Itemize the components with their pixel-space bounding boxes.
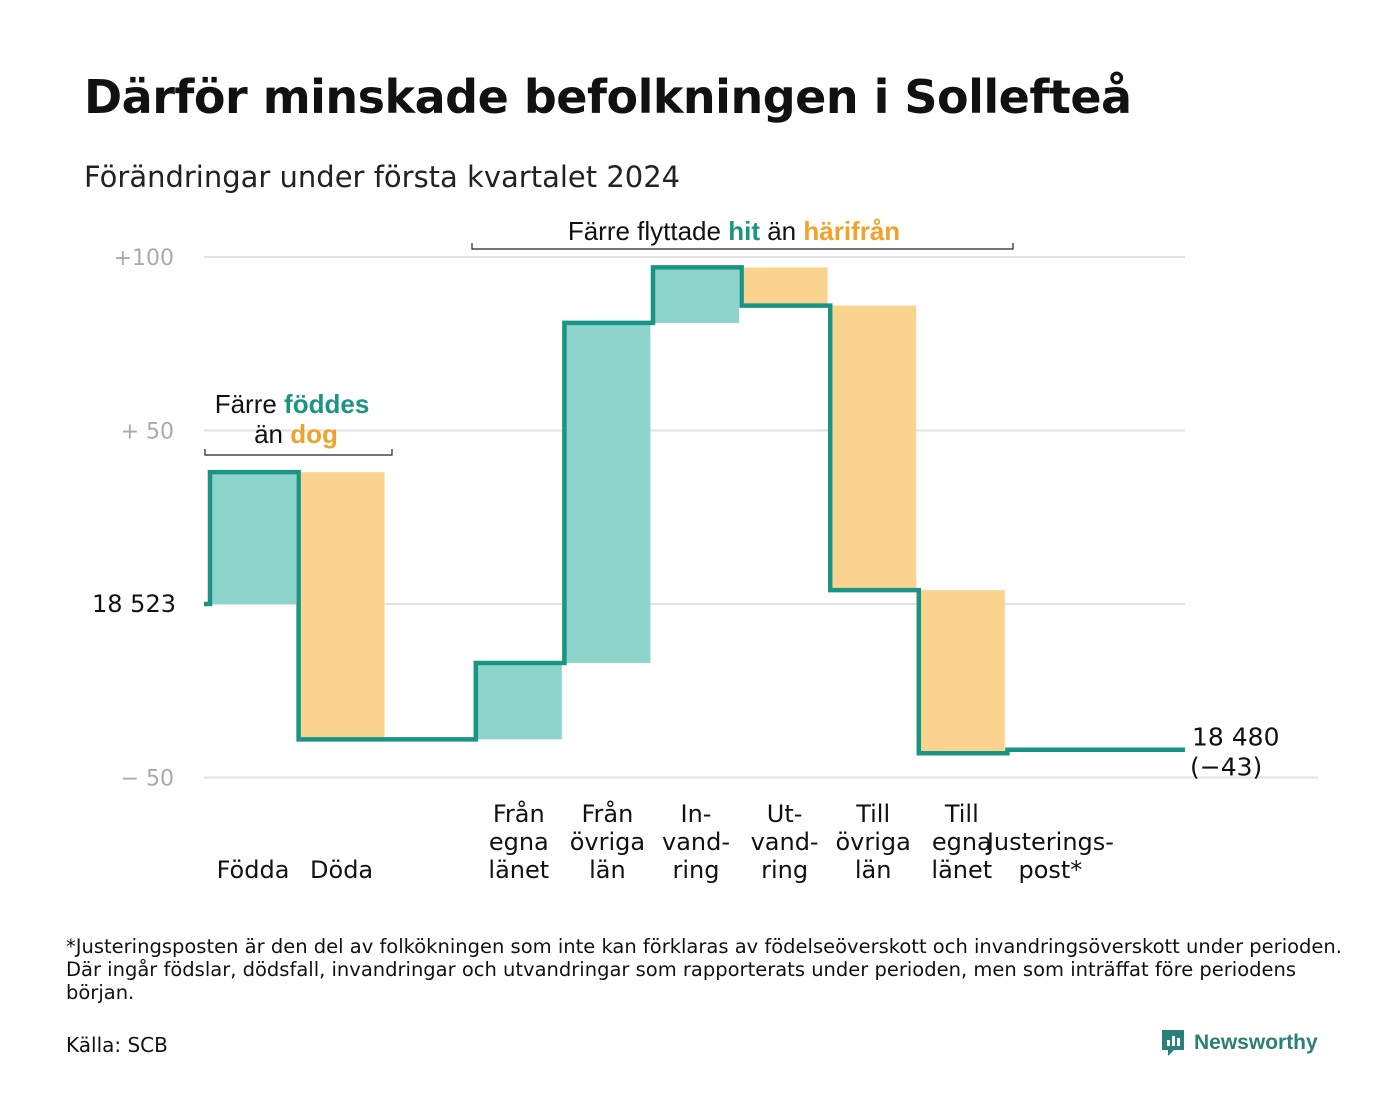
page-title: Därför minskade befolkningen i Sollefteå: [84, 70, 1132, 124]
category-label-justering: Justerings-: [985, 828, 1114, 856]
grid-layer: [204, 256, 1318, 779]
bar-fodda: [210, 472, 296, 604]
annotation-word-plain: Färre: [215, 389, 277, 419]
annotation-word-teal: föddes: [277, 389, 369, 419]
annotation-word-orange: dog: [283, 419, 338, 449]
y-tick-label: +100: [114, 246, 174, 271]
category-label-fran_egna: Från: [493, 799, 545, 828]
category-label-till_egna: länet: [931, 856, 992, 884]
bar-utvandring: [741, 267, 828, 306]
cumulative-step-line: [204, 265, 1185, 756]
category-label-doda: Döda: [310, 856, 373, 884]
category-label-fran_egna: länet: [488, 856, 549, 884]
category-label-fran_egna: egna: [489, 828, 549, 856]
category-label-till_egna: egna: [932, 828, 992, 856]
page-subtitle: Förändringar under första kvartalet 2024: [84, 160, 681, 194]
category-label-till_ovriga: Till: [855, 800, 890, 828]
category-label-fodda: Födda: [217, 856, 290, 884]
bar-fran_egna: [475, 662, 562, 740]
end-change-label: (−43): [1190, 753, 1262, 782]
annotation-births-line1: Färre föddes: [215, 389, 370, 419]
annotation-word-plain: Färre flyttade: [568, 216, 721, 246]
bar-invandring: [653, 267, 739, 323]
source-note: Källa: SCB: [66, 1033, 168, 1057]
brand-logo[interactable]: Newsworthy: [1160, 1028, 1318, 1058]
y-tick-label: + 50: [121, 420, 174, 445]
bar-till_egna: [918, 590, 1005, 754]
category-label-utvandring: Ut-: [767, 800, 803, 828]
footnote: *Justeringsposten är den del av folkökni…: [66, 935, 1342, 1004]
category-label-till_egna: Till: [944, 800, 979, 828]
bar-till_ovriga: [830, 305, 917, 591]
bar-doda: [298, 472, 385, 740]
annotation-word-plain: än: [254, 419, 283, 449]
start-value-label: 18 523: [92, 590, 176, 618]
bar-fran_ovriga: [564, 322, 651, 663]
annotation-births-bracket: [204, 449, 393, 456]
category-label-fran_ovriga: län: [589, 856, 626, 884]
annotation-word-teal: hit: [721, 216, 760, 246]
category-label-justering: post*: [1018, 856, 1082, 884]
category-label-invandring: In-: [681, 800, 712, 828]
annotation-births-line2: än dog: [254, 419, 338, 449]
category-label-fran_ovriga: övriga: [570, 828, 645, 856]
brand-name: Newsworthy: [1194, 1031, 1318, 1054]
end-value-label: 18 480: [1192, 723, 1279, 752]
category-label-invandring: vand-: [662, 828, 730, 856]
category-label-till_ovriga: övriga: [836, 828, 911, 856]
category-label-utvandring: ring: [761, 856, 808, 884]
annotation-word-plain: än: [760, 216, 796, 246]
y-tick-label: − 50: [121, 767, 174, 792]
category-label-invandring: ring: [673, 856, 720, 884]
annotation-migration-bracket: [471, 243, 1014, 250]
line-layer: [204, 265, 1185, 756]
bars-layer: [210, 267, 1005, 754]
annotation-migration-line: Färre flyttade hit än härifrån: [568, 216, 900, 246]
category-label-fran_ovriga: Från: [581, 799, 633, 828]
newsworthy-icon: [1162, 1030, 1184, 1056]
category-label-utvandring: vand-: [751, 828, 819, 856]
category-label-till_ovriga: län: [855, 856, 892, 884]
annotation-word-orange: härifrån: [796, 216, 900, 246]
